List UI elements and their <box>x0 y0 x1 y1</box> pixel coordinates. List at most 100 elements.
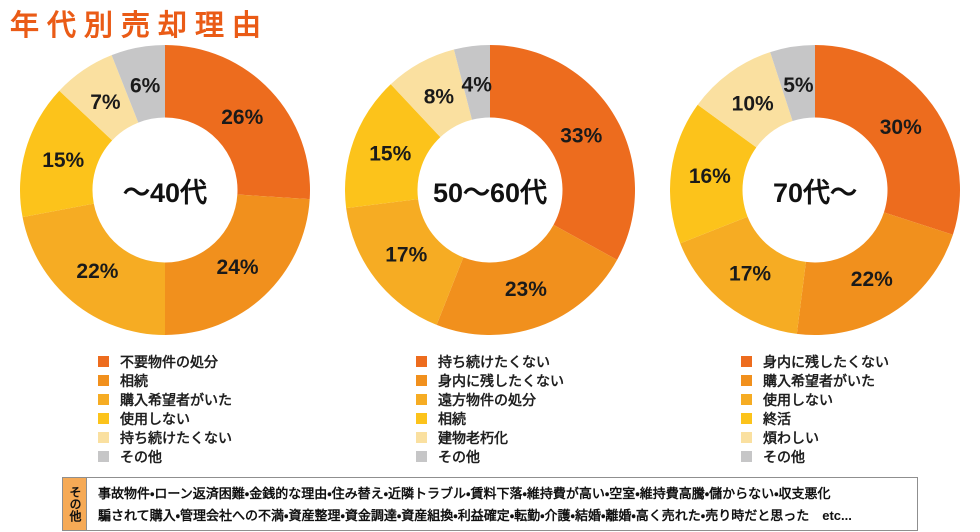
donut-slice <box>346 199 464 325</box>
chart-age-50-60: 33% 23% 17% 15% 8% 4% 50～60代 持ち続けたくない 身内に残したくな… <box>340 45 640 466</box>
slice-percent-label: 15% <box>42 149 84 172</box>
slice-percent-label: 30% <box>880 116 922 139</box>
slice-percent-label: 23% <box>505 278 547 301</box>
chart-age-under-40: 26% 24% 22% 15% 7% 6% ～40代 不要物件の処分 相続 購入希望者がいた使… <box>15 45 315 466</box>
slice-percent-label: 6% <box>130 74 161 97</box>
legend: 持ち続けたくない 身内に残したくない 遠方物件の処分 相続建物老朽化その他 <box>416 352 564 466</box>
slice-percent-label: 4% <box>462 73 493 96</box>
legend-label: 購入希望者がいた <box>763 372 875 389</box>
donut-slice <box>490 45 635 260</box>
chart-age-over-70: 30% 22% 17% 16% 10% 5% 70代～ 身内に残したくない 購入希望者がいた… <box>665 45 965 466</box>
charts-row: 26% 24% 22% 15% 7% 6% ～40代 不要物件の処分 相続 購入希望者がいた使… <box>15 45 965 466</box>
legend-label: 相続 <box>120 372 148 389</box>
legend-label: 建物老朽化 <box>438 429 508 446</box>
donut-slice <box>436 224 618 335</box>
donut-wrap: 30% 22% 17% 16% 10% 5% 70代～ <box>670 45 960 335</box>
legend-item: その他 <box>98 447 232 466</box>
legend-swatch <box>741 394 752 405</box>
legend-label: 使用しない <box>763 391 833 408</box>
legend-swatch <box>741 451 752 462</box>
donut-slice <box>680 216 806 334</box>
donut-slice <box>22 203 166 335</box>
donut-slice <box>670 104 757 244</box>
legend-item: 相続 <box>98 371 232 390</box>
donut-slice <box>390 49 472 138</box>
donut-slice <box>796 212 953 335</box>
legend-label: 相続 <box>438 410 466 427</box>
slice-percent-label: 26% <box>221 106 263 129</box>
donut-slice <box>815 45 960 235</box>
legend-label: 終活 <box>763 410 791 427</box>
legend-label: 不要物件の処分 <box>120 353 218 370</box>
other-note-label: その他 <box>63 478 87 530</box>
legend-label: 身内に残したくない <box>438 372 564 389</box>
slice-percent-label: 33% <box>560 125 602 148</box>
legend-item: 遠方物件の処分 <box>416 390 564 409</box>
legend-item: 使用しない <box>98 409 232 428</box>
legend-item: 身内に残したくない <box>741 352 889 371</box>
legend-swatch <box>416 451 427 462</box>
legend-swatch <box>416 432 427 443</box>
legend-swatch <box>98 394 109 405</box>
donut-slice <box>165 45 310 200</box>
legend-swatch <box>741 413 752 424</box>
legend-swatch <box>98 375 109 386</box>
legend-item: 不要物件の処分 <box>98 352 232 371</box>
legend-label: 購入希望者がいた <box>120 391 232 408</box>
legend-label: 使用しない <box>120 410 190 427</box>
legend-item: 持ち続けたくない <box>416 352 564 371</box>
page-title: 年代別売却理由 <box>10 10 270 42</box>
legend-label: その他 <box>120 448 162 465</box>
legend-label: その他 <box>763 448 805 465</box>
other-note-box: その他 事故物件・ローン返済困難・金銭的な理由・住み替え・近隣トラブル・賃料下落… <box>62 477 918 531</box>
legend-swatch <box>741 356 752 367</box>
legend-item: 煩わしい <box>741 428 889 447</box>
slice-percent-label: 5% <box>783 74 814 97</box>
other-note-line1: 事故物件・ローン返済困難・金銭的な理由・住み替え・近隣トラブル・賃料下落・維持費… <box>98 486 831 501</box>
donut-wrap: 26% 24% 22% 15% 7% 6% ～40代 <box>20 45 310 335</box>
donut-slice <box>20 90 113 218</box>
legend-swatch <box>416 375 427 386</box>
legend-item: その他 <box>416 447 564 466</box>
other-note-text: 事故物件・ローン返済困難・金銭的な理由・住み替え・近隣トラブル・賃料下落・維持費… <box>87 478 917 530</box>
other-note-line2: 騙されて購入・管理会社への不満・資産整理・資金調達・資産組換・利益確定・転勤・介… <box>98 508 852 523</box>
legend-label: その他 <box>438 448 480 465</box>
slice-percent-label: 15% <box>369 143 411 166</box>
slice-percent-label: 24% <box>217 256 259 279</box>
donut-slice <box>165 194 310 335</box>
legend-item: 終活 <box>741 409 889 428</box>
legend-swatch <box>416 413 427 424</box>
legend-label: 持ち続けたくない <box>438 353 550 370</box>
legend-swatch <box>98 413 109 424</box>
legend-label: 身内に残したくない <box>763 353 889 370</box>
donut-chart: 33% 23% 17% 15% 8% 4% <box>345 45 635 335</box>
legend: 不要物件の処分 相続購入希望者がいた 使用しない持ち続けたくない その他 <box>98 352 232 466</box>
legend-swatch <box>416 394 427 405</box>
slice-percent-label: 8% <box>424 86 455 109</box>
legend-item: 持ち続けたくない <box>98 428 232 447</box>
legend-item: その他 <box>741 447 889 466</box>
donut-slice <box>111 45 165 123</box>
slice-percent-label: 17% <box>385 243 427 266</box>
legend-item: 建物老朽化 <box>416 428 564 447</box>
donut-slice <box>770 45 815 122</box>
donut-chart: 30% 22% 17% 16% 10% 5% <box>670 45 960 335</box>
legend-item: 身内に残したくない <box>416 371 564 390</box>
legend-swatch <box>98 432 109 443</box>
legend-label: 遠方物件の処分 <box>438 391 536 408</box>
donut-slice <box>59 55 139 141</box>
legend-item: 相続 <box>416 409 564 428</box>
donut-slice <box>697 52 793 148</box>
donut-wrap: 33% 23% 17% 15% 8% 4% 50～60代 <box>345 45 635 335</box>
legend-swatch <box>741 432 752 443</box>
legend-label: 煩わしい <box>763 429 819 446</box>
slice-percent-label: 7% <box>90 91 121 114</box>
slice-percent-label: 22% <box>76 260 118 283</box>
legend-label: 持ち続けたくない <box>120 429 232 446</box>
legend-item: 購入希望者がいた <box>741 371 889 390</box>
legend-item: 購入希望者がいた <box>98 390 232 409</box>
slice-percent-label: 10% <box>732 93 774 116</box>
donut-slice <box>453 45 490 120</box>
legend: 身内に残したくない 購入希望者がいた 使用しない終活煩わしいその他 <box>741 352 889 466</box>
slice-percent-label: 22% <box>851 268 893 291</box>
